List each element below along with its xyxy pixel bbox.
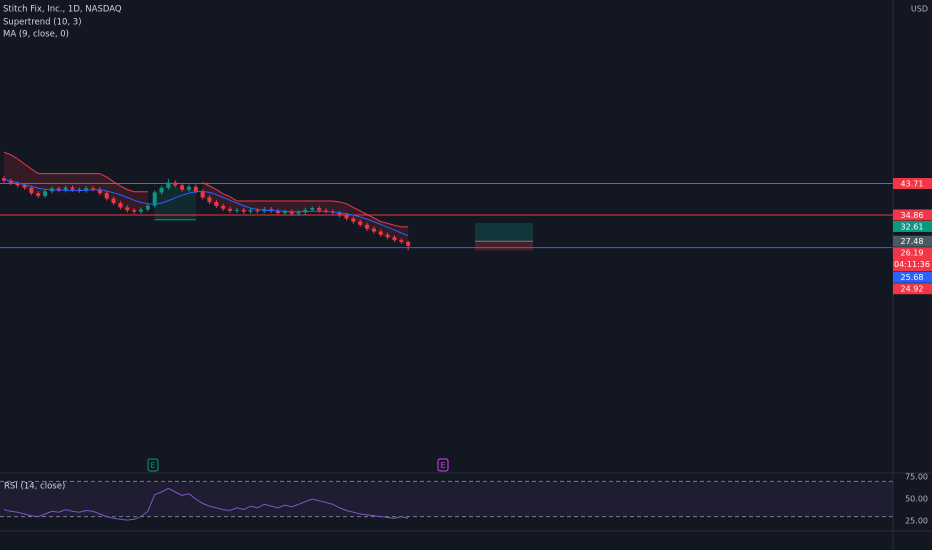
chart-title: Stitch Fix, Inc., 1D, NASDAQ [3, 5, 122, 15]
price-badge-label: 32.61 [901, 222, 924, 231]
candle-body [70, 187, 75, 190]
candle-body [296, 212, 301, 214]
rsi-tick-label: 25.00 [905, 517, 928, 526]
rsi-tick-label: 50.00 [905, 495, 928, 504]
earnings-marker [147, 458, 159, 472]
rsi-tick-label: 75.00 [905, 472, 928, 481]
candle-body [43, 191, 48, 196]
rsi-title: RSI (14, close) [4, 482, 65, 492]
candle-body [84, 188, 89, 191]
candle-body [111, 198, 116, 204]
candle-body [56, 188, 61, 191]
candle-body [118, 203, 123, 208]
candle-body [91, 188, 96, 190]
indicator-label: Supertrend (10, 3) [3, 18, 82, 28]
candle-body [193, 186, 198, 192]
candle-body [358, 221, 363, 225]
price-badge [893, 247, 932, 272]
candle-body [8, 180, 13, 184]
candle-body [29, 187, 34, 194]
candle-body [399, 240, 404, 242]
price-badge-label: 43.71 [901, 179, 924, 188]
candle-body [392, 237, 397, 241]
candle-body [207, 197, 212, 203]
candle-body [180, 185, 185, 190]
rsi-line [3, 487, 409, 521]
price-badge [893, 220, 932, 232]
candle-body [152, 192, 157, 206]
candle-body [214, 202, 219, 206]
candle-body [166, 182, 171, 188]
candle-body [323, 210, 328, 212]
candle-body [317, 208, 322, 211]
candle-body [125, 207, 130, 211]
candle-body [371, 228, 376, 232]
supertrend-down [3, 151, 409, 228]
candle-body [15, 183, 20, 186]
earnings-marker-label: E [150, 461, 155, 470]
candle-body [36, 193, 41, 196]
earnings-marker [437, 458, 449, 472]
position-target-zone [475, 222, 533, 242]
candle-body [255, 210, 260, 212]
price-badge [893, 271, 932, 283]
price-badge [893, 209, 932, 221]
price-badge [893, 178, 932, 190]
rsi-band [0, 481, 893, 517]
candle-body [248, 210, 253, 212]
candle-body [186, 186, 191, 190]
price-badge-label: 34.86 [901, 211, 924, 220]
candle-body [159, 187, 164, 193]
candle-body [365, 224, 370, 229]
position-stop-zone [475, 241, 533, 251]
candle-body [63, 187, 68, 191]
candle-body [200, 191, 205, 198]
candle-body [139, 209, 143, 212]
candle-body [269, 209, 274, 211]
candle-body [289, 211, 294, 214]
candle-body [282, 211, 287, 214]
candle-body [132, 210, 137, 212]
candle-body [173, 182, 178, 186]
candle-body [22, 185, 27, 188]
candle-body [378, 231, 383, 235]
candle-body [351, 218, 356, 222]
candle-body [228, 208, 233, 211]
price-badge [893, 235, 932, 247]
candle-body [337, 212, 342, 216]
indicator-label: MA (9, close, 0) [3, 30, 69, 40]
candle-body [234, 209, 239, 211]
currency: USD [911, 5, 928, 14]
countdown-label: 04:11:36 [894, 260, 930, 269]
price-badge [893, 283, 932, 295]
candle-body [97, 189, 102, 194]
axes: 43.71 34.86 32.61 27.48 26.19 04:11:36 25.68 24… [893, 178, 932, 526]
candle-body [104, 193, 109, 199]
price-badge-label: 27.48 [901, 237, 924, 246]
candle-body [2, 178, 6, 181]
candle-body [241, 209, 246, 212]
candle-body [385, 234, 390, 238]
candle-body [344, 215, 349, 219]
price-badge-label: 26.19 [901, 249, 924, 258]
candle-body [145, 205, 150, 210]
candle-body [276, 210, 280, 214]
price-badge-label: 24.92 [901, 285, 924, 294]
moving-average [3, 179, 409, 237]
candle-body [406, 241, 411, 246]
price-badge-label: 25.68 [901, 273, 924, 282]
earnings-marker-label: E [440, 461, 445, 470]
supertrend-fill [154, 182, 196, 220]
candle-body [221, 205, 226, 209]
supertrend-fill [4, 152, 148, 212]
candle-body [310, 208, 315, 210]
